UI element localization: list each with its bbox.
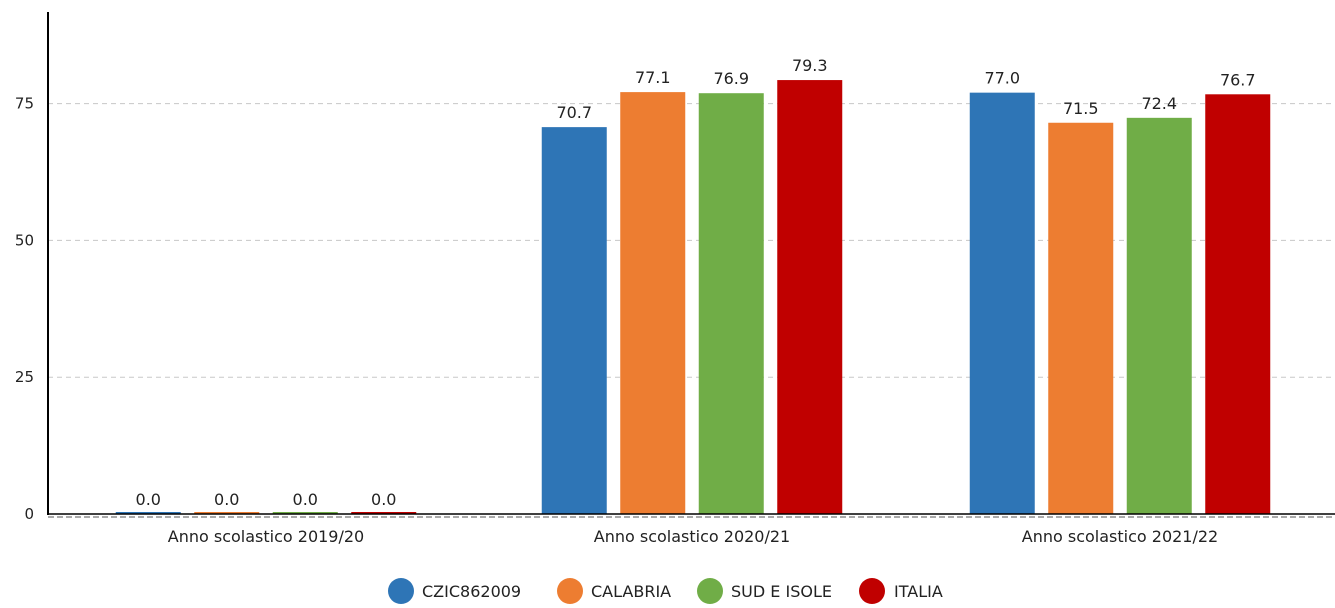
data-label: 0.0 [293,490,318,509]
bars [115,80,1271,515]
data-label: 76.7 [1220,70,1256,89]
data-labels: 0.0 70.7 77.0 0.0 77.1 71.5 0.0 76.9 72.4 0.0 79.3… [136,56,1256,509]
bar[interactable] [620,92,686,515]
legend-item[interactable]: CALABRIA [557,578,671,604]
legend-label: CZIC862009 [422,582,521,601]
legend-swatch [388,578,414,604]
data-label: 77.1 [635,68,671,87]
bar[interactable] [1205,94,1271,514]
data-label: 76.9 [713,69,749,88]
data-label: 0.0 [214,490,239,509]
legend-item[interactable]: ITALIA [859,578,943,604]
axes: 0 25 50 75 Anno scolastico 2019/20 Anno scola… [15,12,1335,546]
legend-swatch [859,578,885,604]
bar[interactable] [1126,117,1192,514]
y-tick-label: 75 [15,95,34,113]
legend-label: CALABRIA [591,582,671,601]
legend-label: SUD E ISOLE [731,582,832,601]
data-label: 77.0 [984,69,1020,88]
bar[interactable] [272,512,338,514]
bar[interactable] [969,92,1035,514]
gridlines [48,103,1335,378]
x-tick-label: Anno scolastico 2019/20 [168,527,364,546]
x-tick-label: Anno scolastico 2021/22 [1022,527,1218,546]
legend-item[interactable]: SUD E ISOLE [697,578,832,604]
legend-label: ITALIA [894,582,943,601]
data-label: 0.0 [371,490,396,509]
data-label: 79.3 [792,56,828,75]
y-tick-label: 0 [24,505,34,523]
data-label: 71.5 [1063,99,1099,118]
y-tick-label: 25 [15,368,34,386]
bar[interactable] [698,93,764,515]
bar[interactable] [777,80,843,514]
legend[interactable]: CZIC862009 CALABRIA SUD E ISOLE ITALIA [388,578,943,604]
y-tick-label: 50 [15,231,34,249]
data-label: 70.7 [556,103,592,122]
data-label: 72.4 [1141,94,1177,113]
x-tick-label: Anno scolastico 2020/21 [594,527,790,546]
legend-item[interactable]: CZIC862009 [388,578,521,604]
bar[interactable] [351,512,417,514]
bar[interactable] [194,512,260,514]
bar[interactable] [115,512,181,514]
bar[interactable] [541,127,607,514]
data-label: 0.0 [136,490,161,509]
bar[interactable] [1048,122,1114,514]
legend-swatch [697,578,723,604]
legend-swatch [557,578,583,604]
